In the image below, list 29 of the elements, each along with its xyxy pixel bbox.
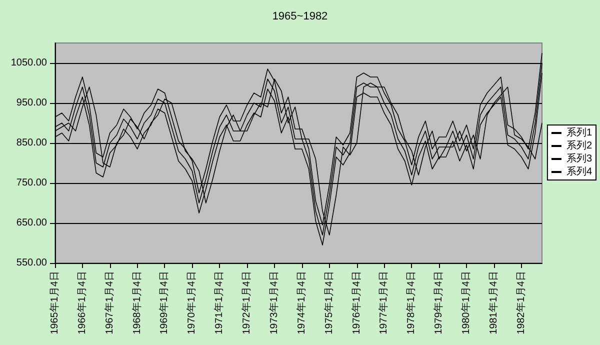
legend-label: 系列4	[566, 166, 592, 178]
legend-label: 系列3	[566, 152, 592, 164]
x-tick-label: 1979年1月4日	[432, 271, 445, 334]
x-tick-label: 1977年1月4日	[378, 271, 390, 334]
y-tick-label: 850.00	[16, 138, 48, 148]
x-tick-label: 1968年1月4日	[130, 271, 143, 334]
y-tick-label: 1050.00	[10, 58, 48, 68]
x-tick-label: 1972年1月4日	[240, 271, 253, 334]
x-tick-label: 1967年1月4日	[103, 271, 116, 334]
x-tick-label: 1971年1月4日	[213, 271, 226, 334]
legend-label: 系列1	[566, 126, 592, 138]
x-tick-label: 1976年1月4日	[350, 271, 362, 334]
x-tick-label: 1965年1月4日	[48, 271, 60, 334]
legend-label: 系列2	[566, 140, 592, 152]
x-tick-label: 1981年1月4日	[487, 271, 500, 334]
y-tick-label: 950.00	[16, 98, 48, 108]
y-tick-label: 550.00	[16, 258, 48, 268]
x-tick-label: 1969年1月4日	[158, 271, 170, 334]
x-tick-label: 1975年1月4日	[322, 271, 335, 334]
x-tick-label: 1980年1月4日	[460, 271, 472, 334]
x-tick-label: 1982年1月4日	[514, 271, 527, 334]
x-tick-label: 1973年1月4日	[268, 271, 280, 334]
y-tick-label: 750.00	[16, 178, 48, 188]
y-tick-label: 650.00	[16, 218, 48, 228]
chart-title: 1965~1982	[272, 10, 328, 22]
x-tick-label: 1970年1月4日	[186, 271, 198, 334]
x-tick-label: 1966年1月4日	[76, 271, 88, 334]
x-tick-label: 1978年1月4日	[405, 271, 418, 334]
x-tick-label: 1974年1月4日	[295, 271, 308, 334]
